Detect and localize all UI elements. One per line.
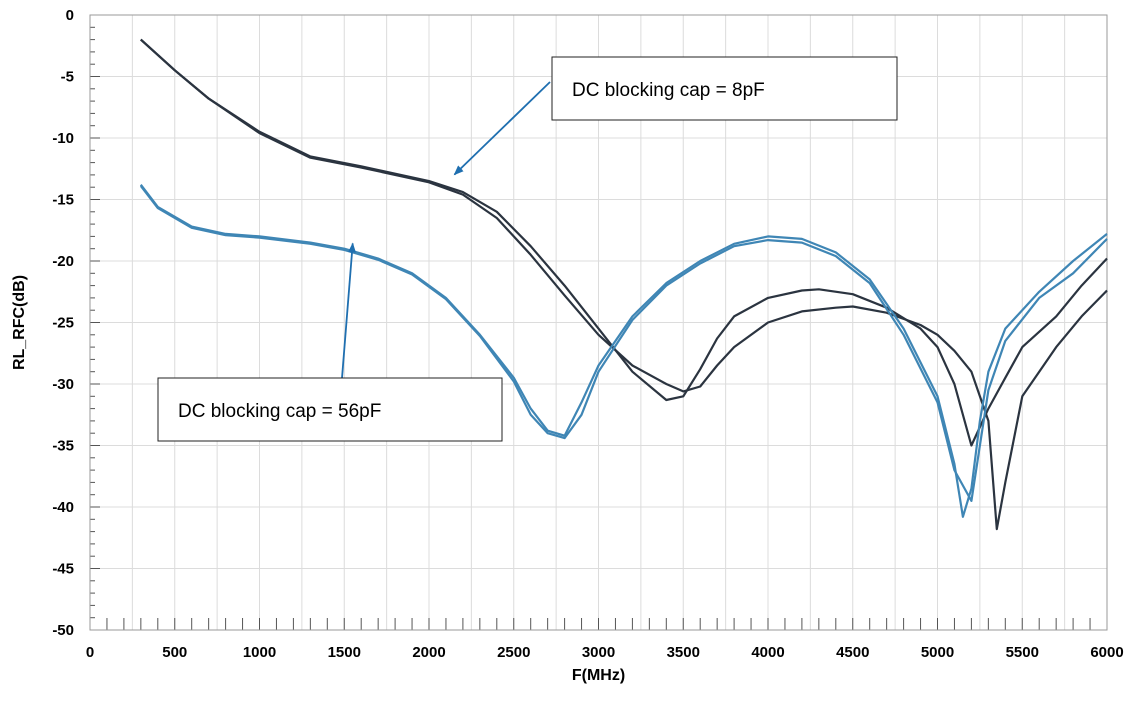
annotation-arrow xyxy=(341,242,356,379)
plot-frame xyxy=(89,14,1108,631)
y-tick-label: -5 xyxy=(61,69,74,86)
annotation-2: DC blocking cap = 56pF xyxy=(157,242,503,442)
x-tick-label: 5000 xyxy=(921,644,954,661)
y-tick-label: -45 xyxy=(52,561,74,578)
x-tick-label: 0 xyxy=(86,644,94,661)
y-tick-label: 0 xyxy=(66,7,74,24)
y-tick-label: -25 xyxy=(52,315,74,332)
x-tick-label: 500 xyxy=(162,644,187,661)
x-tick-label: 4500 xyxy=(836,644,869,661)
minor-ticks xyxy=(90,14,1108,631)
x-tick-label: 4000 xyxy=(751,644,784,661)
x-tick-label: 6000 xyxy=(1090,644,1123,661)
annotation-1: DC blocking cap = 8pF xyxy=(453,56,898,176)
annotations: DC blocking cap = 8pF DC blocking cap = 5… xyxy=(157,56,898,442)
y-tick-label: -15 xyxy=(52,192,74,209)
series-lines xyxy=(139,38,1108,531)
annotation-label: DC blocking cap = 56pF xyxy=(178,401,381,422)
y-tick-label: -30 xyxy=(52,376,74,393)
x-tick-label: 3000 xyxy=(582,644,615,661)
x-tick-label: 1000 xyxy=(243,644,276,661)
x-tick-label: 2500 xyxy=(497,644,530,661)
series-line-cap_56pF-4 xyxy=(139,185,1108,502)
y-tick-label: -35 xyxy=(52,438,74,455)
y-tick-label: -40 xyxy=(52,499,74,516)
x-tick-label: 2000 xyxy=(412,644,445,661)
series-line-cap_56pF-3 xyxy=(139,184,1108,518)
x-tick-label: 1500 xyxy=(328,644,361,661)
x-axis-title: F(MHz) xyxy=(572,667,625,684)
y-tick-label: -50 xyxy=(52,622,74,639)
x-tick-label: 5500 xyxy=(1006,644,1039,661)
annotation-box xyxy=(157,377,503,442)
y-tick-label: -10 xyxy=(52,130,74,147)
series-line-cap_8pF-2 xyxy=(140,38,1108,531)
y-axis-title: RL_RFC(dB) xyxy=(11,275,28,370)
annotation-label: DC blocking cap = 8pF xyxy=(572,80,765,101)
tick-labels: 0 500 1000 1500 2000 2500 3000 3500 4000 4500 5000… xyxy=(52,7,1123,661)
annotation-box xyxy=(551,56,898,121)
x-tick-label: 3500 xyxy=(667,644,700,661)
annotation-arrow xyxy=(453,81,551,176)
y-tick-label: -20 xyxy=(52,253,74,270)
